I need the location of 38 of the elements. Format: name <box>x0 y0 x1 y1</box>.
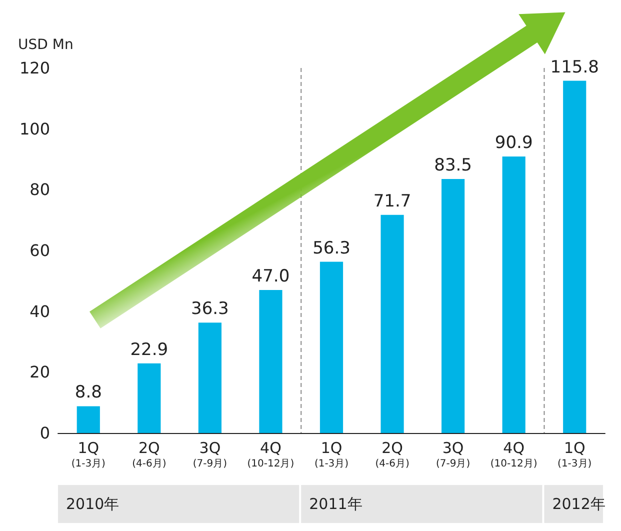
y-tick-label: 80 <box>30 180 50 200</box>
bar <box>563 80 586 433</box>
y-tick-label: 40 <box>30 302 50 321</box>
text: 2010年 <box>66 495 120 513</box>
data-label: 22.9 <box>130 340 168 360</box>
bar <box>320 262 344 433</box>
x-tick-label: 1Q (1-3月) <box>558 439 592 470</box>
y-tick-label: 120 <box>19 58 50 78</box>
x-tick-label: 2Q (4-6月) <box>375 439 410 470</box>
y-axis-title: USD Mn <box>18 37 74 53</box>
bar <box>259 290 282 433</box>
bar <box>198 322 222 433</box>
data-label: 8.8 <box>74 382 102 403</box>
y-tick-label: 100 <box>19 119 50 138</box>
data-label: 47.0 <box>252 266 290 287</box>
text: 2012年 <box>552 495 606 513</box>
data-label: 36.3 <box>191 299 229 320</box>
x-tick-label: 3Q (7-9月) <box>436 439 470 470</box>
x-tick-label: 4Q (10-12月) <box>490 439 538 470</box>
data-label: 115.8 <box>550 57 599 78</box>
y-tick-label: 0 <box>40 424 50 442</box>
x-tick-label: 3Q (7-9月) <box>192 439 228 470</box>
bar <box>502 156 526 433</box>
text: 2011年 <box>309 495 362 513</box>
y-tick-label: 20 <box>30 362 50 382</box>
x-tick-label: 1Q (1-3月) <box>71 439 106 470</box>
bar <box>138 363 161 433</box>
data-label: 83.5 <box>434 156 472 176</box>
data-label: 56.3 <box>312 238 350 258</box>
x-tick-label: 1Q (1-3月) <box>314 439 349 470</box>
bar <box>380 214 404 433</box>
bar <box>442 179 465 433</box>
y-tick-label: 60 <box>30 241 50 260</box>
x-tick-label: 4Q (10-12月) <box>247 439 294 470</box>
x-tick-label: 2Q (4-6月) <box>132 439 166 470</box>
data-label: 90.9 <box>494 133 533 154</box>
bar <box>76 406 100 433</box>
data-label: 71.7 <box>373 191 412 212</box>
